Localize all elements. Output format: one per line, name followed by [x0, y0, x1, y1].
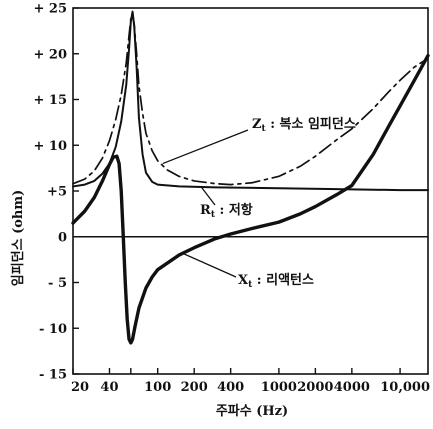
label-reactance: Xt : 리액턴스 — [238, 272, 314, 290]
y-tick-label: - 15 — [39, 368, 67, 383]
x-tick-label: 20 — [71, 380, 89, 395]
y-axis-title: 임피던스 (ohm) — [10, 190, 26, 287]
leader-resistance — [201, 186, 216, 206]
x-axis-title: 주파수 (Hz) — [216, 404, 288, 419]
series-line-resistance — [72, 10, 429, 192]
label-resistance: Rt : 저항 — [200, 202, 253, 220]
x-tick-label: 400 — [217, 380, 244, 395]
x-tick-label: 4000 — [334, 380, 370, 395]
y-tick-label: + 10 — [33, 139, 67, 154]
leader-complex-impedance — [162, 129, 249, 165]
series-line-reactance — [71, 53, 430, 345]
series-line-complex-impedance — [72, 13, 429, 186]
y-tick-label: 0 — [58, 230, 67, 245]
y-tick-label: +5 — [47, 185, 67, 200]
label-complex-impedance: Zt : 복소 임피던스 — [252, 116, 356, 134]
x-tick-label: 40 — [100, 380, 118, 395]
y-tick-label: + 25 — [33, 2, 67, 17]
x-tick-label: 1000 — [261, 380, 297, 395]
x-tick-label: 100 — [144, 380, 171, 395]
x-tick-label: 2000 — [297, 380, 333, 395]
y-tick-label: - 10 — [39, 322, 67, 337]
leader-reactance — [182, 252, 237, 278]
y-tick-label: + 20 — [33, 47, 67, 62]
y-tick-label: + 15 — [33, 93, 67, 108]
y-tick-label: - 5 — [48, 276, 67, 291]
x-tick-label: 10,000 — [380, 380, 430, 395]
x-tick-label: 200 — [181, 380, 208, 395]
